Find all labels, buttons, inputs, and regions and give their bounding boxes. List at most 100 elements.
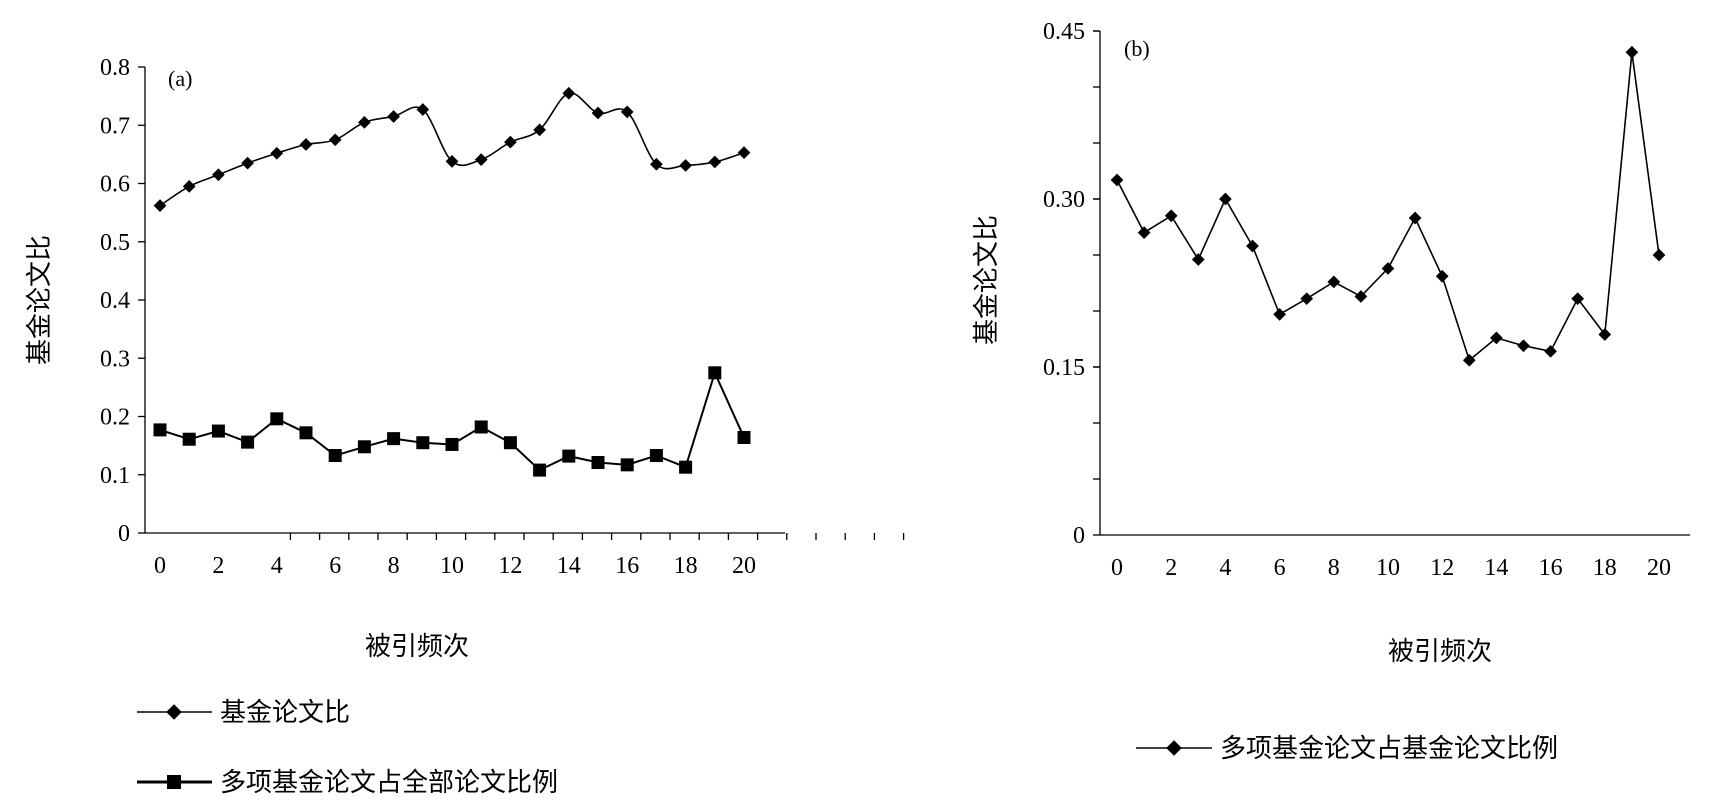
chart-b-panel-label: (b) [1124, 36, 1150, 61]
chart-a-legend: 基金论文比 多项基金论文占全部论文比例 [137, 698, 558, 797]
chart-a-series-1-point [504, 135, 517, 149]
chart-a-series-2-point [241, 435, 255, 449]
chart-a-series-2-point [357, 440, 371, 454]
chart-b-series-1-point [1246, 239, 1259, 253]
chart-b-x-tick-label: 14 [1484, 555, 1508, 581]
diamond-marker-icon [166, 704, 182, 720]
chart-a-legend-item-2: 多项基金论文占全部论文比例 [137, 768, 558, 797]
chart-a-series-1-point [358, 115, 371, 129]
chart-b-y-tick-label: 0 [1073, 523, 1085, 549]
chart-b-x-tick-label: 10 [1376, 555, 1400, 581]
chart-a-series-1-point [737, 146, 751, 159]
chart-a-y-tick-label: 0.4 [100, 288, 130, 314]
chart-b-series-1-point [1300, 292, 1314, 306]
chart-a-series-2-point [270, 412, 284, 426]
chart-a-x-tick-label: 4 [271, 553, 283, 579]
chart-a-y-tick-label: 0.5 [100, 230, 130, 256]
chart-a-series-1-point [416, 103, 430, 116]
chart-b-legend-label-1: 多项基金论文占基金论文比例 [1220, 734, 1558, 763]
chart-a-series-1-point [708, 155, 722, 169]
chart-b-x-tick-label: 18 [1593, 555, 1617, 581]
chart-a-series-2-point [649, 449, 663, 463]
chart-a-legend-label-1: 基金论文比 [220, 698, 350, 727]
chart-b-series-1-point [1273, 307, 1286, 321]
chart-b-x-tick-label: 8 [1328, 555, 1340, 581]
chart-a-y-tick-label: 0 [118, 521, 130, 547]
chart-a-series-2-point [328, 449, 342, 463]
chart-b-legend-item-1: 多项基金论文占基金论文比例 [1136, 734, 1558, 763]
chart-a-y-tick-label: 0.6 [100, 172, 130, 198]
chart-a-series-2-point [387, 432, 401, 446]
chart-b-series-1-point [1137, 226, 1151, 239]
chart-b-x-tick-label: 6 [1274, 555, 1286, 581]
chart-b-series-1-point [1191, 253, 1205, 266]
chart-a-series-2-point [620, 458, 634, 472]
chart-b-y-axis-title: 基金论文比 [972, 215, 1001, 345]
chart-a-series-2-point [679, 460, 693, 474]
chart-b-series-1-point [1327, 275, 1341, 289]
chart-b-series-1-point [1652, 248, 1666, 262]
chart-a-legend-item-1: 基金论文比 [137, 698, 350, 727]
chart-b-x-tick-label: 0 [1111, 555, 1123, 581]
chart-b-y-tick-label: 0.45 [1043, 19, 1085, 45]
chart-a-series-1-point [212, 168, 225, 182]
chart-a-x-tick-label: 6 [329, 553, 341, 579]
chart-a-series-2-point [211, 424, 225, 438]
chart-b-series-1-point [1408, 211, 1422, 225]
chart-a-series-2-point [299, 426, 313, 440]
chart-b-series-1-line [1116, 52, 1660, 362]
chart-a-series-1-point [328, 133, 342, 147]
chart-b-x-axis-title: 被引频次 [1388, 637, 1492, 666]
chart-a-series-2-point [182, 432, 196, 446]
chart-a-series-1-point [474, 153, 488, 166]
chart-b-series-1-point [1435, 269, 1449, 283]
chart-a-x-tick-label: 18 [674, 553, 698, 579]
chart-a-y-tick-label: 0.1 [100, 463, 130, 489]
chart-a-series-1-point [299, 138, 313, 151]
chart-a-series-2-point [445, 437, 459, 451]
chart-b-axes: 0 0.15 0.30 0.45 0 2 4 6 8 10 12 14 16 18 20 [1043, 19, 1690, 581]
chart-b-legend: 多项基金论文占基金论文比例 [1136, 734, 1558, 763]
chart-a-y-tick-label: 0.2 [100, 405, 130, 431]
chart-a-series-1-point [270, 146, 284, 160]
chart-b-x-tick-label: 2 [1165, 555, 1177, 581]
chart-a-series-1-point [591, 106, 605, 120]
chart-a-series-2-point [737, 430, 751, 444]
chart-b-series [1110, 45, 1666, 367]
chart-a-series-1-point [650, 157, 663, 171]
chart-a-series-1-point [153, 199, 167, 212]
chart-a-series-1-point [562, 86, 576, 100]
chart-b-series-1-point [1625, 45, 1639, 59]
chart-a-series-2-point [416, 436, 430, 450]
chart-a-series-2-point [474, 420, 488, 434]
chart-a-legend-label-2: 多项基金论文占全部论文比例 [220, 768, 558, 797]
chart-a-series-2-point [503, 436, 517, 450]
chart-a-y-tick-label: 0.7 [100, 113, 130, 139]
diamond-marker-icon [1166, 740, 1182, 756]
chart-a-series-1-point [679, 159, 692, 172]
chart-a-series-2-point [708, 366, 722, 380]
chart-b-series-1-point [1164, 209, 1178, 223]
chart-a-x-tick-label: 14 [557, 553, 581, 579]
chart-a-x-tick-label: 20 [732, 553, 756, 579]
chart-a-x-tick-label: 0 [154, 553, 166, 579]
chart-b-series-1-point [1598, 328, 1612, 341]
chart-a-series-1-point [241, 156, 254, 170]
chart-a-x-axis-title: 被引频次 [365, 632, 469, 661]
chart-a-x-tick-label: 2 [212, 553, 224, 579]
chart-a-series-2-point [153, 423, 167, 437]
chart-a-x-tick-label: 16 [615, 553, 639, 579]
chart-b-x-tick-label: 20 [1647, 555, 1671, 581]
chart-a-series-2-point [562, 449, 576, 463]
chart-b-series-1-point [1544, 344, 1557, 358]
chart-b-series-1-point [1219, 192, 1232, 206]
chart-a-series-1-point [182, 180, 196, 193]
chart-a-axes: 0 0.1 0.2 0.3 0.4 0.5 0.6 0.7 0.8 0 2 4 6 8 10 12 14 16 18… [100, 55, 905, 579]
chart-a-y-tick-label: 0.3 [100, 346, 130, 372]
square-marker-icon [167, 775, 181, 789]
chart-b-x-tick-label: 4 [1219, 555, 1231, 581]
chart-b-x-tick-label: 16 [1539, 555, 1563, 581]
chart-a-series [153, 86, 751, 477]
chart-b-x-tick-label: 12 [1430, 555, 1454, 581]
